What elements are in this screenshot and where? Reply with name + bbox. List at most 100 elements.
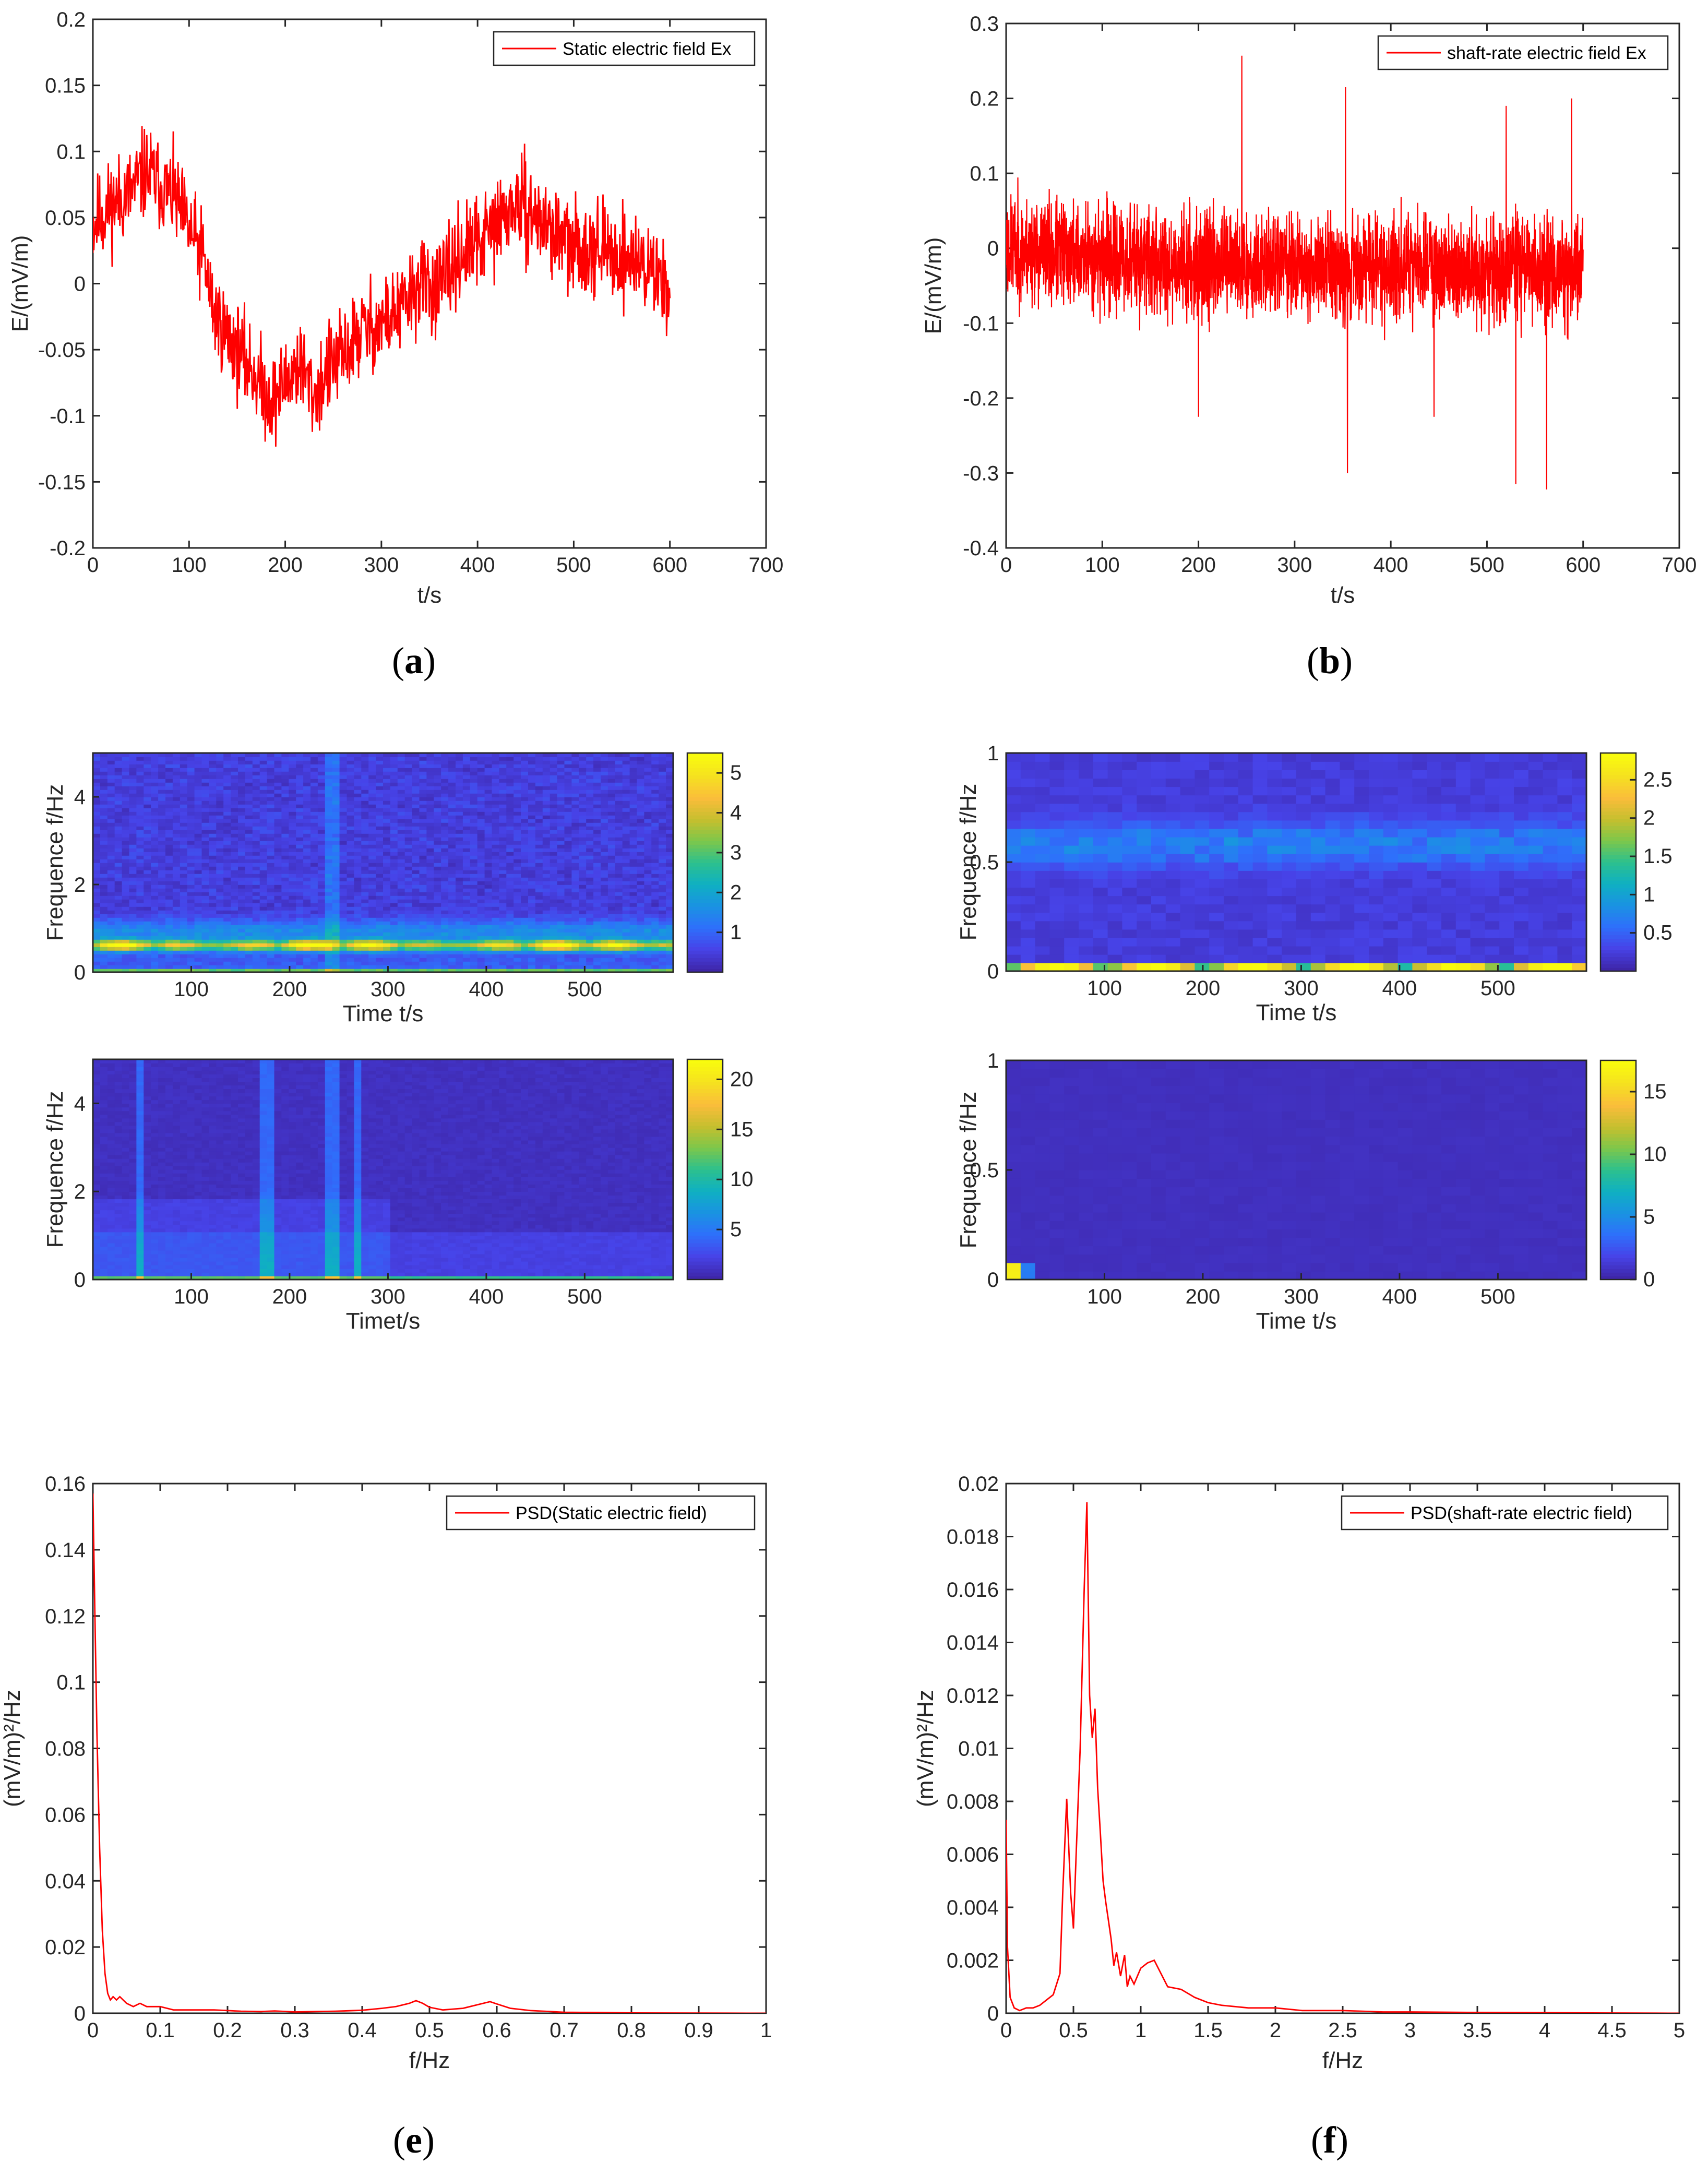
heat-cell (281, 790, 289, 794)
heat-cell (129, 822, 137, 827)
heat-cell (180, 844, 188, 849)
heat-cell (144, 874, 151, 878)
heat-cell (202, 885, 210, 889)
heat-cell (253, 841, 260, 845)
heat-cell (528, 947, 536, 951)
heat-cell (485, 888, 493, 892)
heat-cell (456, 822, 463, 827)
heat-cell (521, 888, 529, 892)
heat-cell (521, 943, 529, 947)
heat-cell (477, 866, 485, 870)
heat-cell (383, 903, 391, 907)
heat-cell (129, 877, 137, 881)
heat-cell (195, 888, 202, 892)
heat-cell (144, 866, 151, 870)
heat-cell (223, 786, 231, 790)
heat-cell (448, 841, 456, 845)
heat-cell (158, 895, 166, 900)
heat-cell (260, 917, 268, 922)
x-tick-label: 300 (1277, 554, 1312, 577)
heat-cell (115, 928, 123, 933)
heat-cell (405, 961, 413, 965)
heat-cell (122, 958, 130, 962)
heat-cell (202, 877, 210, 881)
heat-cell (412, 830, 420, 834)
heat-cell (173, 928, 181, 933)
heat-cell (485, 936, 493, 940)
heat-cell (499, 910, 507, 914)
heat-cell (535, 961, 543, 965)
heat-cell (470, 863, 478, 867)
heat-cell (180, 819, 188, 823)
heat-cell (216, 822, 224, 827)
heat-cell (528, 863, 536, 867)
heat-cell (470, 910, 478, 914)
heat-cell (122, 947, 130, 951)
heat-cell (223, 779, 231, 783)
heat-cell (144, 775, 151, 779)
heat-cell (136, 877, 144, 881)
heat-cell (151, 903, 159, 907)
heat-cell (310, 870, 318, 874)
heat-cell (202, 958, 210, 962)
heat-cell (368, 881, 376, 885)
heat-cell (325, 815, 333, 819)
heat-cell (289, 925, 296, 929)
heat-cell (347, 793, 355, 797)
heat-cell (267, 874, 275, 878)
heat-cell (231, 958, 238, 962)
heat-cell (340, 822, 348, 827)
heat-cell (521, 786, 529, 790)
heat-cell (383, 932, 391, 936)
heat-cell (180, 786, 188, 790)
heat-cell (332, 848, 340, 852)
heat-cell (187, 863, 195, 867)
heat-cell (245, 841, 253, 845)
heat-cell (456, 954, 463, 958)
heat-cell (260, 895, 268, 900)
heat-cell (528, 914, 536, 918)
heat-cell (129, 870, 137, 874)
heat-cell (289, 768, 296, 772)
heat-cell (426, 947, 434, 951)
heat-cell (376, 895, 384, 900)
heat-cell (151, 921, 159, 925)
heat-cell (281, 797, 289, 801)
heat-cell (151, 888, 159, 892)
heat-cell (122, 779, 130, 783)
heat-cell (144, 757, 151, 761)
heat-cell (296, 892, 304, 896)
heat-cell (144, 961, 151, 965)
caption-open: ( (1307, 640, 1319, 682)
heat-cell (448, 958, 456, 962)
heat-cell (136, 786, 144, 790)
heat-cell (303, 939, 311, 943)
heat-cell (420, 954, 427, 958)
heat-cell (412, 950, 420, 954)
heat-cell (267, 782, 275, 786)
heat-cell (303, 892, 311, 896)
heat-cell (347, 768, 355, 772)
heat-cell (289, 903, 296, 907)
heat-cell (340, 819, 348, 823)
heat-cell (448, 910, 456, 914)
heat-cell (448, 808, 456, 812)
heat-cell (513, 808, 521, 812)
heat-cell (456, 936, 463, 940)
heat-cell (398, 928, 405, 933)
heat-cell (253, 936, 260, 940)
heat-cell (93, 958, 101, 962)
heat-cell (108, 954, 115, 958)
heat-cell (151, 852, 159, 856)
heat-cell (144, 928, 151, 933)
heat-cell (187, 800, 195, 805)
heat-cell (238, 932, 246, 936)
heat-cell (420, 841, 427, 845)
heat-cell (521, 950, 529, 954)
heat-cell (173, 768, 181, 772)
heat-cell (253, 965, 260, 969)
heat-cell (165, 939, 173, 943)
heat-cell (108, 895, 115, 900)
heat-cell (223, 954, 231, 958)
heat-cell (260, 921, 268, 925)
